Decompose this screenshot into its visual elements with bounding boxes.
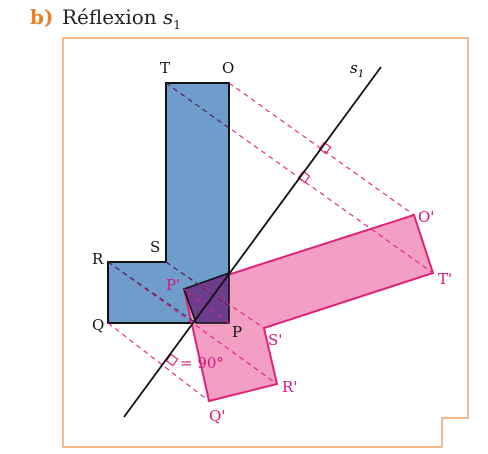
- label-q-prime: Q': [209, 407, 225, 425]
- reflection-axis: [123, 66, 382, 418]
- segment-q-q-prime: [107, 322, 210, 402]
- right-angle-marker-q: [165, 353, 179, 367]
- figure-frame: [62, 37, 469, 448]
- segment-t-overlap: [165, 82, 230, 129]
- label-o: O: [222, 59, 234, 77]
- exercise-title-subscript: 1: [173, 18, 181, 32]
- original-labels: T O R S Q P: [92, 59, 242, 341]
- segment-o-o-prime: [228, 82, 415, 216]
- right-angle-markers: [165, 141, 332, 367]
- exercise-title-text: Réflexion: [62, 5, 163, 29]
- right-angle-marker-t: [297, 170, 311, 184]
- label-s-prime: S': [268, 331, 282, 349]
- construction-lines-dark: [107, 82, 230, 324]
- exercise-marker: b): [30, 5, 53, 29]
- segment-s-overlap: [165, 261, 230, 307]
- image-labels: O' T' S' R' Q' P': [166, 208, 452, 425]
- label-t: T: [160, 59, 170, 77]
- right-angle-marker-o: [318, 141, 332, 155]
- label-p-prime: P': [166, 276, 180, 294]
- label-q: Q: [92, 316, 104, 334]
- right-angle-note: = 90°: [180, 354, 224, 372]
- label-r: R: [92, 250, 104, 268]
- exercise-title-symbol: s: [163, 5, 173, 29]
- label-t-prime: T': [438, 270, 452, 288]
- axis-label-name: s: [350, 59, 358, 77]
- label-s: S: [150, 238, 160, 256]
- exercise-heading: b) Réflexion s1: [30, 5, 181, 32]
- axis-label-subscript: 1: [358, 69, 364, 80]
- segment-r-r-prime: [107, 261, 278, 385]
- exercise-title: Réflexion s1: [62, 5, 181, 32]
- label-o-prime: O': [418, 208, 434, 226]
- label-r-prime: R': [282, 378, 297, 396]
- label-p: P: [232, 323, 242, 341]
- axis-label: s1: [350, 59, 364, 80]
